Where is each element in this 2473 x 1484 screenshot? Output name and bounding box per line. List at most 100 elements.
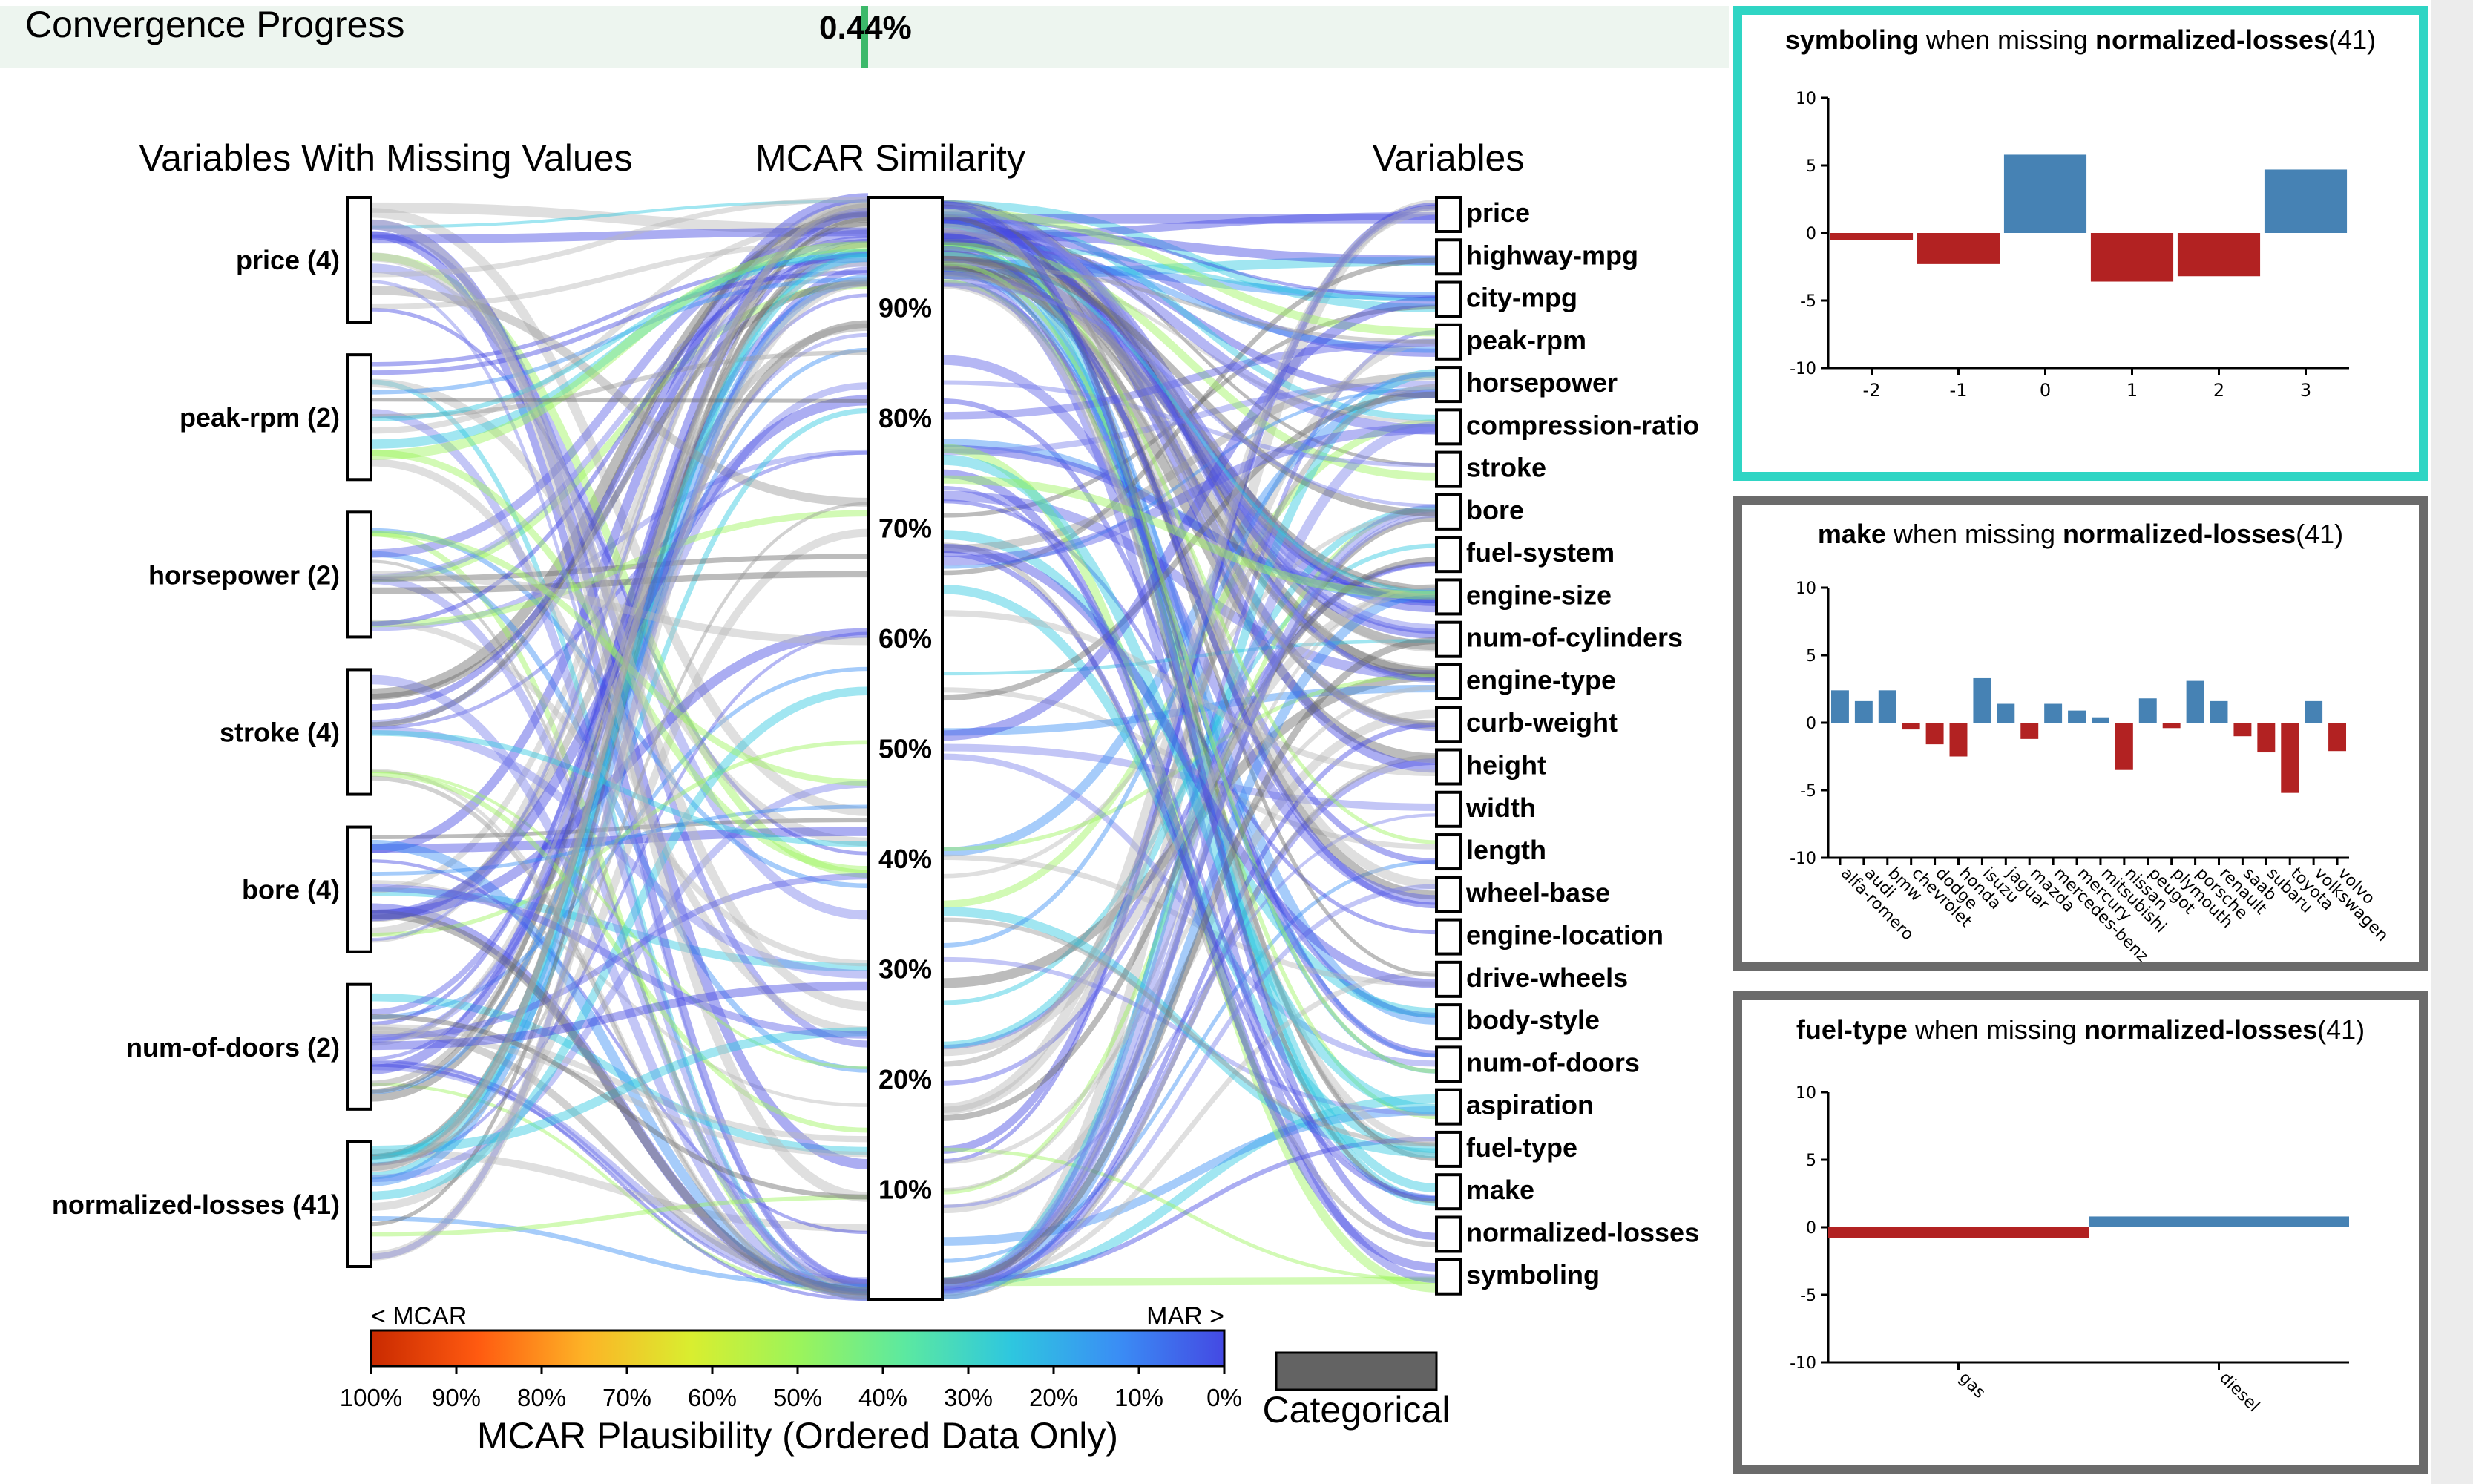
bar[interactable] <box>2138 698 2157 723</box>
variable-label[interactable]: bore <box>1466 495 1524 525</box>
variable-label[interactable]: curb-weight <box>1466 707 1618 738</box>
bar[interactable] <box>2089 1216 2349 1227</box>
variable-box[interactable] <box>1435 790 1462 828</box>
missing-variable-label[interactable]: normalized-losses (41) <box>52 1189 340 1220</box>
bar[interactable] <box>2003 154 2087 233</box>
variable-box[interactable] <box>1435 408 1462 446</box>
bar[interactable] <box>2162 723 2181 729</box>
missing-variable-label[interactable]: peak-rpm (2) <box>180 402 340 433</box>
vertical-scrollbar[interactable] <box>2431 0 2473 1484</box>
bar[interactable] <box>2044 703 2063 723</box>
bar[interactable] <box>2090 233 2174 282</box>
bar[interactable] <box>2264 169 2348 233</box>
bar[interactable] <box>2177 233 2261 277</box>
bar[interactable] <box>2281 723 2299 793</box>
variable-box[interactable] <box>1435 1130 1462 1168</box>
bar[interactable] <box>2233 723 2252 737</box>
variable-label[interactable]: fuel-system <box>1466 537 1615 568</box>
variable-box[interactable] <box>1435 1215 1462 1253</box>
variable-label[interactable]: make <box>1466 1175 1534 1205</box>
bar[interactable] <box>1925 723 1944 745</box>
make-panel[interactable]: make when missing normalized-losses(41) … <box>1733 496 2428 971</box>
bar[interactable] <box>1830 690 1849 723</box>
variable-label[interactable]: num-of-doors <box>1466 1047 1640 1077</box>
variable-label[interactable]: fuel-type <box>1466 1132 1577 1163</box>
missing-variable-box[interactable] <box>346 196 372 324</box>
variable-box[interactable] <box>1435 918 1462 956</box>
variable-box[interactable] <box>1435 876 1462 913</box>
variable-label[interactable]: length <box>1466 835 1546 865</box>
variable-label[interactable]: engine-location <box>1466 920 1664 951</box>
bar[interactable] <box>2257 723 2276 753</box>
variable-box[interactable] <box>1435 1173 1462 1211</box>
variable-label[interactable]: wheel-base <box>1465 877 1610 907</box>
variable-label[interactable]: city-mpg <box>1466 283 1577 313</box>
variable-label[interactable]: price <box>1466 197 1530 228</box>
missing-variable-label[interactable]: price (4) <box>236 245 340 275</box>
variable-box[interactable] <box>1435 493 1462 531</box>
missing-variable-box[interactable] <box>346 353 372 482</box>
bar[interactable] <box>2328 723 2347 752</box>
variable-box[interactable] <box>1435 238 1462 276</box>
symboling-panel[interactable]: symboling when missing normalized-losses… <box>1733 6 2428 481</box>
variable-box[interactable] <box>1435 578 1462 616</box>
variable-label[interactable]: engine-size <box>1466 580 1612 610</box>
variable-box[interactable] <box>1435 536 1462 574</box>
variable-box[interactable] <box>1435 748 1462 786</box>
variable-label[interactable]: width <box>1465 792 1536 823</box>
missing-variable-label[interactable]: num-of-doors (2) <box>126 1032 340 1063</box>
variable-box[interactable] <box>1435 833 1462 871</box>
missing-variable-label[interactable]: stroke (4) <box>220 718 340 748</box>
variable-label[interactable]: compression-ratio <box>1466 410 1699 440</box>
bar[interactable] <box>1917 233 2000 264</box>
variable-box[interactable] <box>1435 280 1462 318</box>
variable-box[interactable] <box>1435 450 1462 488</box>
missing-variable-label[interactable]: bore (4) <box>242 875 340 905</box>
missing-variable-box[interactable] <box>346 825 372 953</box>
bar[interactable] <box>2210 700 2228 723</box>
variable-label[interactable]: height <box>1466 750 1546 781</box>
variable-label[interactable]: body-style <box>1466 1005 1600 1035</box>
bar[interactable] <box>2186 680 2204 723</box>
variable-box[interactable] <box>1435 663 1462 700</box>
bar[interactable] <box>1973 677 1991 723</box>
bar[interactable] <box>1902 723 1920 730</box>
missing-variable-box[interactable] <box>346 668 372 796</box>
bar[interactable] <box>1949 723 1968 757</box>
variable-label[interactable]: peak-rpm <box>1466 325 1586 355</box>
variable-box[interactable] <box>1435 1003 1462 1041</box>
missing-variable-box[interactable] <box>346 982 372 1111</box>
bar[interactable] <box>1854 700 1873 723</box>
bar[interactable] <box>1828 1227 2089 1238</box>
bar[interactable] <box>1997 703 2015 723</box>
variable-label[interactable]: normalized-losses <box>1466 1217 1699 1247</box>
variable-label[interactable]: horsepower <box>1466 367 1618 398</box>
bar[interactable] <box>2091 717 2109 723</box>
variable-box[interactable] <box>1435 1258 1462 1296</box>
bar[interactable] <box>2115 723 2133 770</box>
variable-label[interactable]: engine-type <box>1466 665 1616 695</box>
variable-label[interactable]: stroke <box>1466 453 1546 483</box>
variable-box[interactable] <box>1435 620 1462 658</box>
missing-variable-box[interactable] <box>346 1140 372 1269</box>
bar[interactable] <box>1830 233 1914 240</box>
variable-box[interactable] <box>1435 1045 1462 1083</box>
fuel-type-panel[interactable]: fuel-type when missing normalized-losses… <box>1733 991 2428 1474</box>
variable-label[interactable]: highway-mpg <box>1466 240 1638 270</box>
variable-box[interactable] <box>1435 1088 1462 1126</box>
variable-box[interactable] <box>1435 366 1462 404</box>
bar[interactable] <box>1878 690 1896 723</box>
variable-label[interactable]: num-of-cylinders <box>1466 623 1683 653</box>
bar[interactable] <box>2068 710 2086 723</box>
variable-label[interactable]: symboling <box>1466 1260 1600 1290</box>
bar[interactable] <box>2305 700 2323 723</box>
variable-label[interactable]: drive-wheels <box>1466 962 1628 993</box>
missing-variable-box[interactable] <box>346 510 372 639</box>
variable-label[interactable]: aspiration <box>1466 1090 1594 1120</box>
variable-box[interactable] <box>1435 323 1462 361</box>
variable-box[interactable] <box>1435 706 1462 743</box>
variable-box[interactable] <box>1435 960 1462 998</box>
missing-variable-label[interactable]: horsepower (2) <box>148 559 340 590</box>
variable-box[interactable] <box>1435 196 1462 233</box>
bar[interactable] <box>2020 723 2039 739</box>
